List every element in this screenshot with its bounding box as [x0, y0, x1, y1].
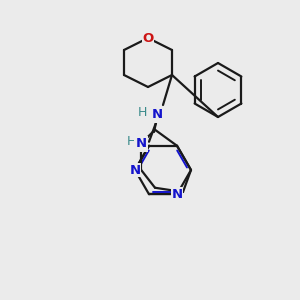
Text: O: O — [142, 32, 154, 44]
Text: N: N — [135, 137, 147, 150]
Text: H: H — [126, 135, 136, 148]
Text: N: N — [152, 109, 163, 122]
Text: N: N — [129, 164, 141, 176]
Text: H: H — [137, 106, 147, 119]
Text: N: N — [171, 188, 183, 201]
